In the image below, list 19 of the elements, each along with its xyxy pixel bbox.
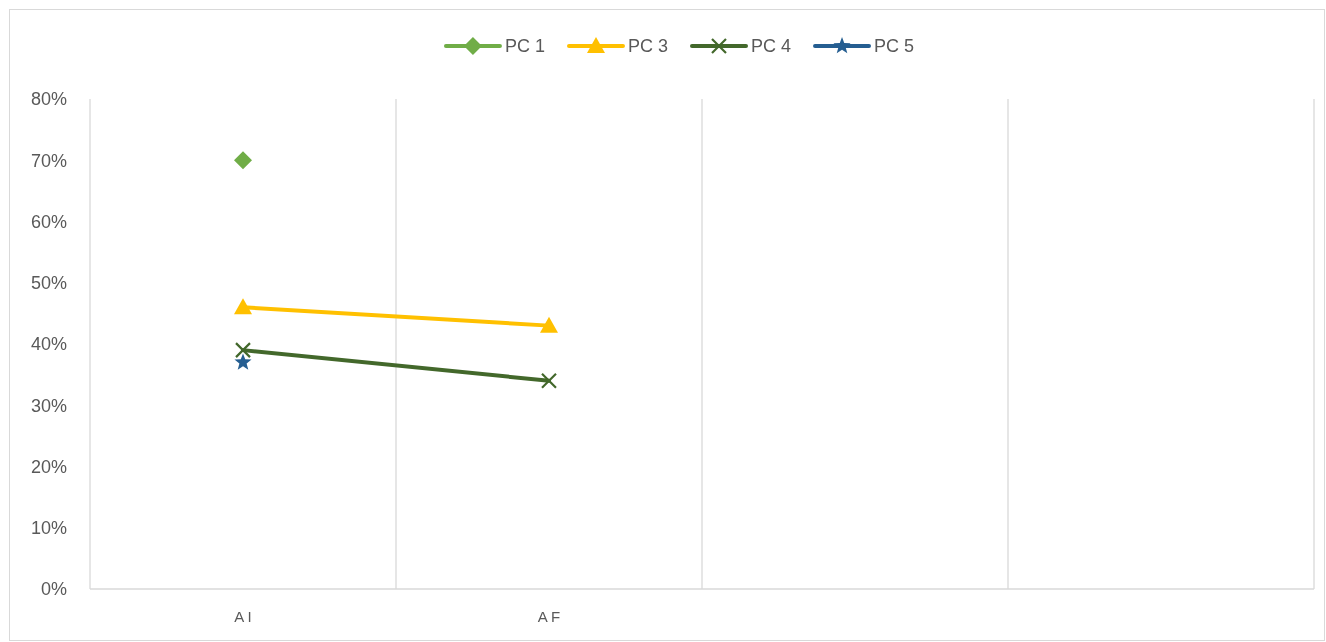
y-tick-label: 60% <box>30 211 67 232</box>
y-tick-label: 30% <box>30 395 67 416</box>
legend-label: PC 5 <box>874 36 915 57</box>
legend-label: PC 1 <box>504 36 545 57</box>
y-tick-label: 20% <box>30 456 67 477</box>
y-tick-label: 80% <box>30 89 67 110</box>
y-tick-label: 40% <box>30 334 67 355</box>
point <box>540 372 558 389</box>
y-tick-label: 10% <box>30 518 67 539</box>
y-tick-label: 0% <box>40 579 67 600</box>
point <box>234 353 252 370</box>
legend-label: PC 4 <box>751 36 792 57</box>
y-tick-label: 50% <box>30 273 67 294</box>
point <box>234 342 252 359</box>
y-tick-label: 70% <box>30 150 67 171</box>
x-tick-label: A F <box>537 608 561 626</box>
x-tick-label: A I <box>234 608 252 626</box>
legend-label: PC 3 <box>627 36 669 57</box>
point <box>234 151 252 170</box>
